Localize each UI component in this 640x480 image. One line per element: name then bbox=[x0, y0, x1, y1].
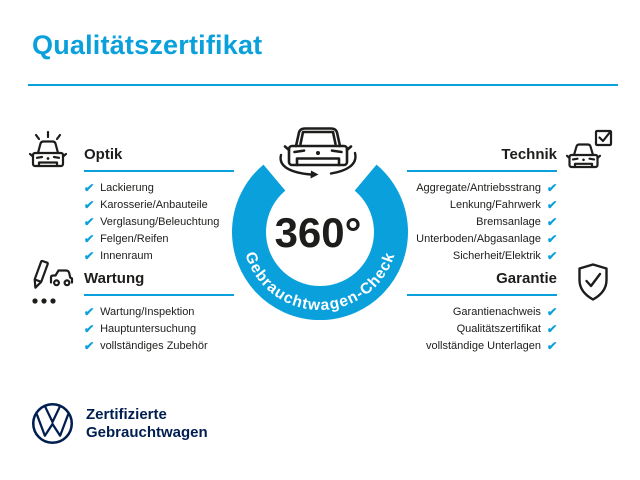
check-icon: ✔ bbox=[83, 180, 95, 195]
check-item: ✔ Innenraum bbox=[83, 248, 234, 263]
check-item: ✔ vollständiges Zubehör bbox=[83, 338, 234, 353]
check-icon: ✔ bbox=[83, 231, 95, 246]
car-rotate-icon bbox=[279, 127, 357, 179]
check-item: Lenkung/Fahrwerk ✔ bbox=[407, 197, 558, 212]
check-item-label: vollständiges Zubehör bbox=[100, 340, 208, 352]
check-item-label: Bremsanlage bbox=[476, 216, 541, 228]
check-item-label: Felgen/Reifen bbox=[100, 233, 169, 245]
section-garantie: Garantie Garantienachweis ✔ Qualitätszert… bbox=[407, 270, 558, 353]
section-title-wartung: Wartung bbox=[84, 270, 234, 296]
check-icon: ✔ bbox=[83, 248, 95, 263]
check-item-label: Sicherheit/Elektrik bbox=[452, 250, 541, 262]
check-item-label: vollständige Unterlagen bbox=[425, 340, 541, 352]
section-title-garantie: Garantie bbox=[407, 270, 557, 296]
footer-brand: Zertifizierte Gebrauchtwagen bbox=[31, 402, 208, 445]
check-icon: ✔ bbox=[83, 338, 95, 353]
check-item: ✔ Felgen/Reifen bbox=[83, 231, 234, 246]
check-item-label: Unterboden/Abgasanlage bbox=[416, 233, 541, 245]
checklist-optik: ✔ Lackierung ✔ Karosserie/Anbauteile ✔ Verg… bbox=[83, 180, 234, 263]
checklist-technik: Aggregate/Antriebsstrang ✔ Lenkung/Fahrwe… bbox=[407, 180, 558, 263]
brand-text: Zertifizierte Gebrauchtwagen bbox=[86, 406, 208, 442]
check-item: Unterboden/Abgasanlage ✔ bbox=[407, 231, 558, 246]
checklist-wartung: ✔ Wartung/Inspektion ✔ Hauptuntersuchung ✔… bbox=[83, 304, 234, 353]
check-item-label: Hauptuntersuchung bbox=[100, 323, 197, 335]
brand-line-2: Gebrauchtwagen bbox=[86, 423, 208, 441]
page-title: Qualitätszertifikat bbox=[32, 30, 263, 60]
check-item: ✔ Lackierung bbox=[83, 180, 234, 195]
check-icon: ✔ bbox=[83, 321, 95, 336]
checklist-garantie: Garantienachweis ✔ Qualitätszertifikat ✔ v… bbox=[407, 304, 558, 353]
check-item: Qualitätszertifikat ✔ bbox=[407, 321, 558, 336]
car-shine-icon bbox=[25, 128, 71, 174]
check-item-label: Innenraum bbox=[100, 250, 153, 262]
section-title-optik: Optik bbox=[84, 146, 234, 172]
check-item: ✔ Verglasung/Beleuchtung bbox=[83, 214, 234, 229]
check-icon: ✔ bbox=[546, 231, 558, 246]
check-item-label: Aggregate/Antriebsstrang bbox=[416, 182, 541, 194]
check-icon: ✔ bbox=[546, 338, 558, 353]
check-item: ✔ Karosserie/Anbauteile bbox=[83, 197, 234, 212]
check-item-label: Lenkung/Fahrwerk bbox=[449, 199, 541, 211]
check-item: Aggregate/Antriebsstrang ✔ bbox=[407, 180, 558, 195]
check-icon: ✔ bbox=[546, 180, 558, 195]
check-item-label: Garantienachweis bbox=[452, 306, 541, 318]
check-item: ✔ Hauptuntersuchung bbox=[83, 321, 234, 336]
shield-check-icon bbox=[576, 262, 610, 306]
check-icon: ✔ bbox=[546, 197, 558, 212]
check-icon: ✔ bbox=[83, 197, 95, 212]
check-item: vollständige Unterlagen ✔ bbox=[407, 338, 558, 353]
check-item-label: Qualitätszertifikat bbox=[456, 323, 541, 335]
section-technik: Technik Aggregate/Antriebsstrang ✔ Lenkun… bbox=[407, 146, 558, 263]
check-icon: ✔ bbox=[546, 321, 558, 336]
check-item: Bremsanlage ✔ bbox=[407, 214, 558, 229]
check-icon: ✔ bbox=[83, 304, 95, 319]
badge-ring bbox=[232, 164, 408, 321]
section-wartung: Wartung ✔ Wartung/Inspektion ✔ Hauptunters… bbox=[83, 270, 234, 353]
check-item-label: Karosserie/Anbauteile bbox=[100, 199, 208, 211]
center-360-badge: Gebrauchtwagen-Check 360° bbox=[230, 120, 410, 324]
section-optik: Optik ✔ Lackierung ✔ Karosserie/Anbauteile… bbox=[83, 146, 234, 263]
check-icon: ✔ bbox=[83, 214, 95, 229]
check-item: Garantienachweis ✔ bbox=[407, 304, 558, 319]
check-item-label: Verglasung/Beleuchtung bbox=[100, 216, 220, 228]
check-icon: ✔ bbox=[546, 214, 558, 229]
section-title-technik: Technik bbox=[407, 146, 557, 172]
vw-logo bbox=[31, 402, 74, 445]
check-item: ✔ Wartung/Inspektion bbox=[83, 304, 234, 319]
check-icon: ✔ bbox=[546, 304, 558, 319]
car-checkbox-icon bbox=[565, 128, 615, 174]
title-divider bbox=[28, 84, 618, 86]
check-item-label: Lackierung bbox=[100, 182, 154, 194]
brand-line-1: Zertifizierte bbox=[86, 405, 167, 423]
check-item: Sicherheit/Elektrik ✔ bbox=[407, 248, 558, 263]
check-icon: ✔ bbox=[546, 248, 558, 263]
degree-label: 360° bbox=[275, 209, 362, 256]
check-item-label: Wartung/Inspektion bbox=[100, 306, 195, 318]
service-pencil-car-icon bbox=[26, 258, 74, 308]
